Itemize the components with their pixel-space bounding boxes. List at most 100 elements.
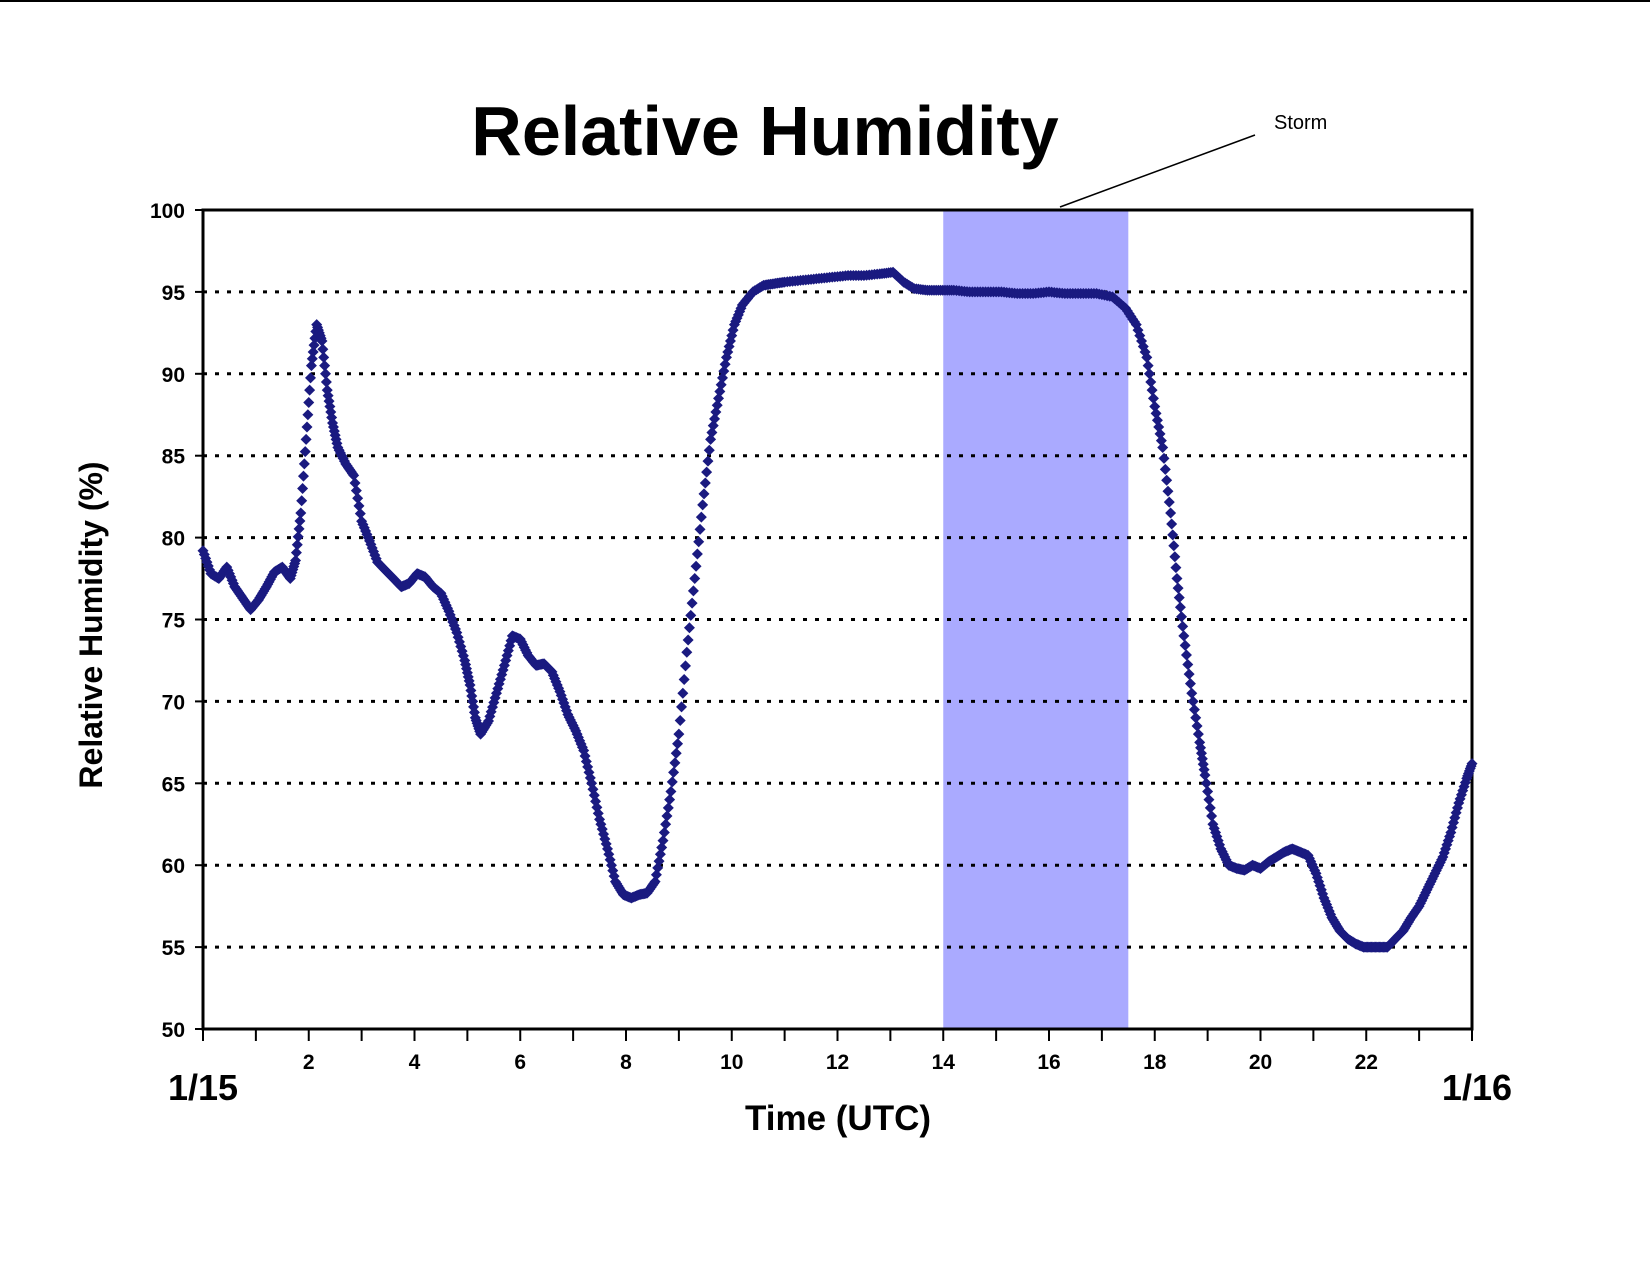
data-point [679,660,691,672]
data-point [1199,769,1211,781]
data-point [317,343,329,355]
data-point [1204,802,1216,814]
data-point [292,531,304,543]
data-point [1184,678,1196,690]
data-point [1179,639,1191,651]
data-point [709,413,721,425]
data-point [316,335,328,347]
x-axis-ticks: 2 4 6 8 10 12 14 16 18 20 22 [202,1029,1473,1074]
data-point [676,701,688,713]
plot-area-frame [201,208,1474,1031]
data-point [502,645,514,657]
data-point [296,495,308,507]
y-tick-label: 75 [162,610,186,633]
y-tick-label: 70 [162,691,185,714]
data-point [319,368,331,380]
y-axis-ticks: 50 55 60 65 70 75 80 85 90 95 100 [150,200,203,1042]
data-point [1143,368,1155,380]
data-point [304,384,316,396]
data-point [691,548,703,560]
data-point [1165,507,1177,519]
y-tick-label: 90 [162,364,185,387]
data-point [711,399,723,411]
data-point [693,536,705,548]
data-point [690,560,702,572]
data-point [677,687,689,699]
data-point [682,634,694,646]
data-point [1167,529,1179,541]
data-point [300,433,312,445]
data-point [673,728,685,740]
data-point [652,862,664,874]
data-point [653,855,665,867]
x-tick-label: 16 [1037,1051,1060,1074]
data-point [349,477,361,489]
data-point [705,433,717,445]
y-tick-label: 100 [150,200,185,223]
data-point [699,477,711,489]
data-point [1151,414,1163,426]
data-point [1190,712,1202,724]
data-point [302,409,314,421]
data-point [703,444,715,456]
x-tick-label: 20 [1249,1051,1272,1074]
data-point [1162,485,1174,497]
data-point [718,365,730,377]
data-point [687,585,699,597]
data-point [664,794,676,806]
data-point [350,485,362,497]
data-point [665,785,677,797]
data-point [661,810,673,822]
data-point [1174,601,1186,613]
data-point [301,421,313,433]
data-point [657,835,669,847]
data-point [1187,695,1199,707]
annotation-leader-line [1059,134,1256,208]
data-point [297,470,309,482]
data-point [297,482,309,494]
data-point [713,392,725,404]
data-point [674,715,686,727]
y-tick-label: 55 [162,937,186,960]
y-tick-label: 65 [162,773,186,796]
x-tick-label: 18 [1143,1051,1167,1074]
data-point [649,876,661,888]
end-date-label: 1/16 [1442,1067,1512,1108]
data-point [678,674,690,686]
data-point [666,776,678,788]
data-point [291,539,303,551]
data-point [1177,620,1189,632]
data-point [662,802,674,814]
data-point [305,372,317,384]
data-point [1146,384,1158,396]
y-tick-label: 95 [162,282,186,305]
data-point [672,738,684,750]
data-point [707,420,719,432]
data-point [714,386,726,398]
data-point [1192,728,1204,740]
data-point [1180,649,1192,661]
data-point [670,747,682,759]
data-point [706,426,718,438]
data-point [305,360,317,372]
data-point [307,346,319,358]
humidity-data-points [197,266,1478,953]
data-point [1163,496,1175,508]
data-point [710,406,722,418]
data-point [656,841,668,853]
data-point [698,488,710,500]
data-point [318,351,330,363]
data-point [353,500,365,512]
data-point [319,360,331,372]
data-point [1169,551,1181,563]
data-point [658,826,670,838]
data-point [294,515,306,527]
x-tick-label: 6 [514,1051,526,1074]
data-point [290,547,302,559]
data-point [1203,794,1215,806]
data-point [715,379,727,391]
data-point [306,353,318,365]
data-point [686,597,698,609]
data-point [1157,442,1169,454]
x-axis-title: Time (UTC) [745,1099,931,1138]
